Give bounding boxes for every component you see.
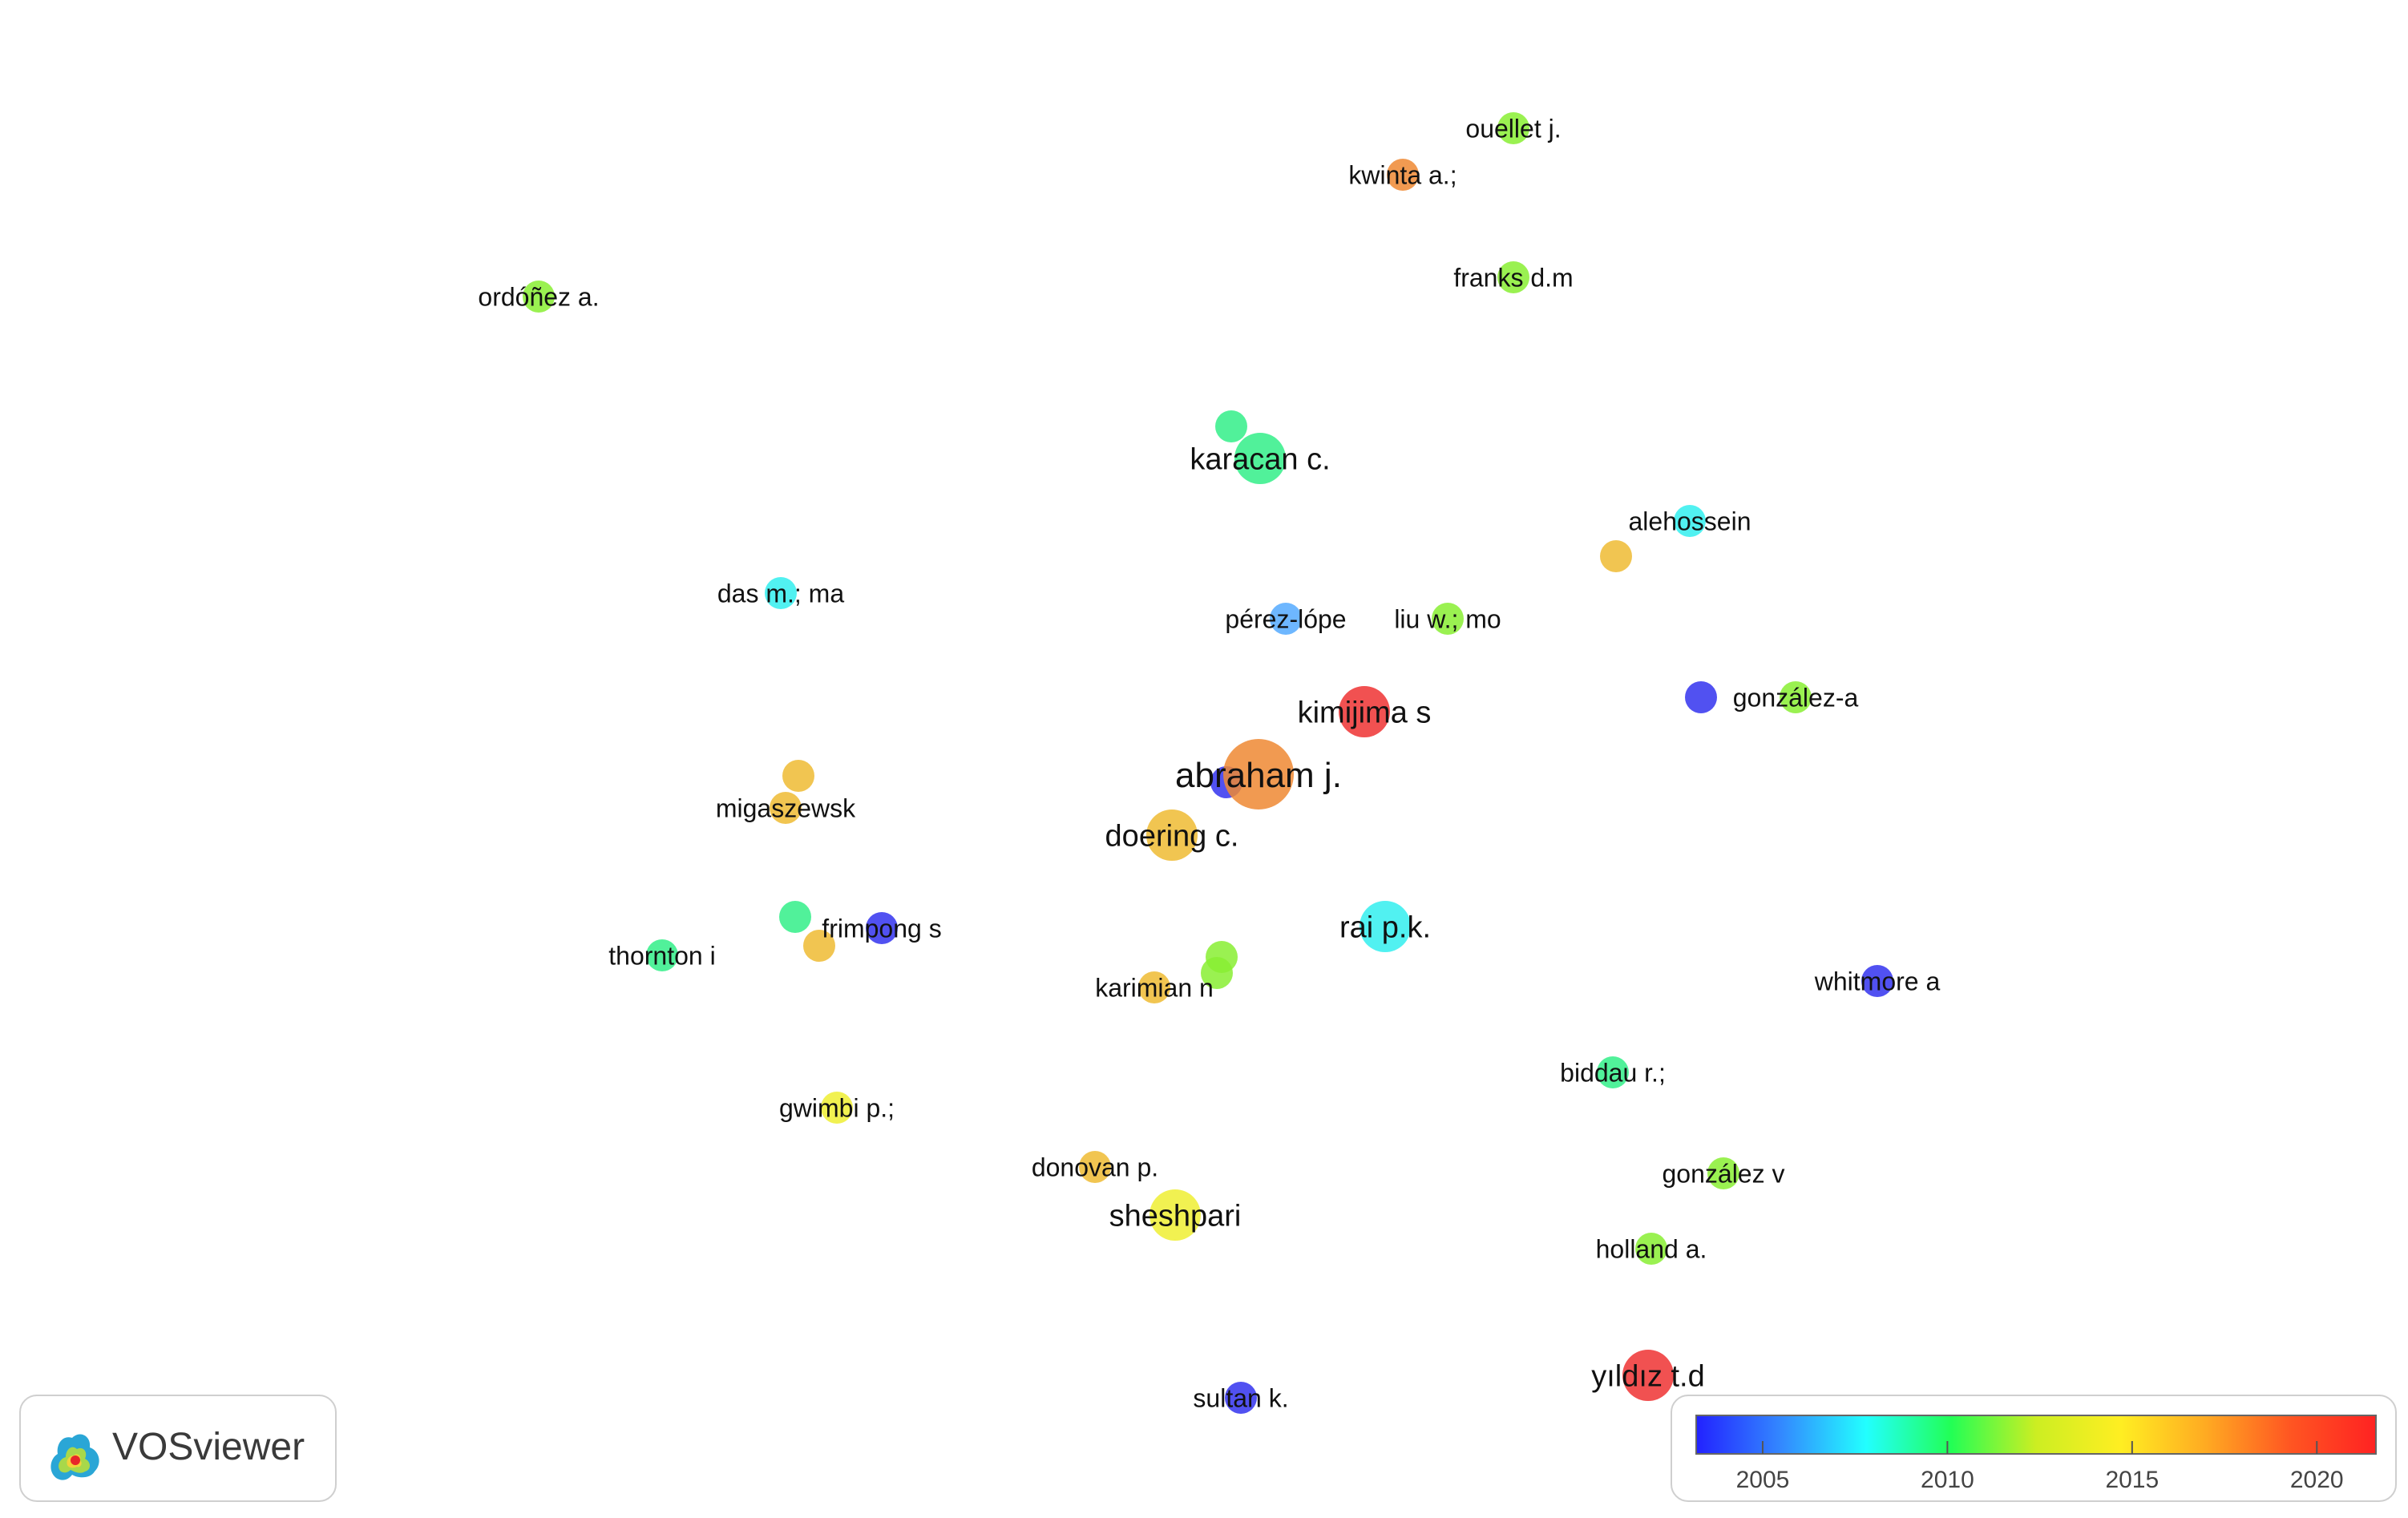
node-unl1[interactable] [1215,410,1247,442]
node-label-sultan[interactable]: sultan k. [1193,1384,1288,1413]
logo-text: VOSviewer [112,1426,305,1468]
legend-scale: 2005 2010 2015 2020 [1695,1415,2377,1493]
node-unl2[interactable] [1600,540,1632,572]
color-legend: 2005 2010 2015 2020 [1671,1395,2397,1502]
legend-tick-label-2015: 2015 [2105,1467,2159,1493]
node-label-doering[interactable]: doering c. [1105,820,1239,854]
node-label-frimpong[interactable]: frimpong s [822,914,941,943]
legend-tick-label-2020: 2020 [2290,1467,2344,1493]
node-unl3[interactable] [1685,681,1717,713]
node-label-liu[interactable]: liu w.; mo [1394,605,1501,634]
node-label-alehossein[interactable]: alehossein [1629,507,1751,536]
node-whitmore[interactable] [1861,965,1893,997]
node-frimpong[interactable] [866,912,898,944]
node-label-donovan[interactable]: donovan p. [1032,1153,1158,1182]
node-holland[interactable] [1635,1233,1667,1265]
node-alehossein[interactable] [1674,505,1706,537]
node-biddau[interactable] [1597,1056,1629,1088]
node-label-biddau[interactable]: biddau r.; [1560,1059,1666,1088]
node-label-thornton[interactable]: thornton i [608,942,715,971]
node-label-abraham[interactable]: abraham j. [1175,756,1342,795]
node-rai[interactable] [1360,901,1411,952]
node-unl4[interactable] [782,760,814,792]
node-label-karimian[interactable]: karimian n [1095,974,1214,1003]
node-label-ordonez[interactable]: ordóñez a. [478,283,599,312]
node-label-kimijima[interactable]: kimijima s [1298,696,1432,730]
vosviewer-logo-icon [51,1434,99,1480]
node-perez[interactable] [1270,603,1302,635]
node-label-yildiz[interactable]: yıldız t.d [1591,1360,1705,1394]
node-label-perez[interactable]: pérez-lópe [1225,605,1346,634]
node-label-gwimbi[interactable]: gwimbi p.; [779,1094,895,1123]
node-gonzalez-a[interactable] [1780,681,1812,713]
node-liu[interactable] [1432,603,1464,635]
node-gwimbi[interactable] [821,1092,853,1124]
node-kimijima[interactable] [1339,686,1390,737]
node-label-migaszewsk[interactable]: migaszewsk [716,794,856,823]
node-label-ouellet[interactable]: ouellet j. [1465,115,1561,143]
node-unl6[interactable] [779,901,811,933]
node-label-gonzalez-a[interactable]: gonzález-a [1733,684,1859,713]
node-ouellet[interactable] [1497,112,1529,144]
node-label-holland[interactable]: holland a. [1596,1235,1707,1264]
node-karacan[interactable] [1234,433,1286,484]
node-thornton[interactable] [646,939,678,971]
node-label-gonzalez-v[interactable]: gonzález v [1663,1160,1785,1189]
node-sultan[interactable] [1225,1382,1257,1414]
node-das[interactable] [765,577,797,609]
legend-tick-label-2010: 2010 [1921,1467,1974,1493]
node-label-sheshpari[interactable]: sheshpari [1109,1200,1242,1233]
nodes-layer [523,112,1893,1414]
node-label-kwinta[interactable]: kwinta a.; [1348,161,1457,190]
legend-tick-label-2005: 2005 [1736,1467,1790,1493]
node-label-whitmore[interactable]: whitmore a [1814,967,1941,996]
node-unl9[interactable] [1201,957,1233,989]
node-ordonez[interactable] [523,281,555,313]
node-donovan[interactable] [1079,1151,1111,1183]
node-label-franks[interactable]: franks d.m [1453,264,1573,293]
legend-gradient-bar [1695,1415,2377,1455]
node-migaszewsk[interactable] [770,792,802,824]
labels-layer: ouellet j. kwinta a.; franks d.m ordóñez a.… [478,115,1940,1413]
node-label-das[interactable]: das m.; ma [717,579,844,608]
vosviewer-logo: VOSviewer [19,1395,337,1502]
legend-ticks: 2005 2010 2015 2020 [1736,1441,2344,1493]
node-abraham[interactable] [1223,739,1294,809]
node-label-rai[interactable]: rai p.k. [1339,911,1431,945]
node-gonzalez-v[interactable] [1707,1157,1739,1189]
node-yildiz[interactable] [1622,1350,1674,1401]
node-kwinta[interactable] [1387,159,1419,191]
node-doering[interactable] [1146,809,1198,861]
node-sheshpari[interactable] [1149,1189,1201,1241]
node-karimian[interactable] [1138,971,1170,1003]
node-label-karacan[interactable]: karacan c. [1190,443,1330,477]
node-unl7[interactable] [803,930,835,962]
node-franks[interactable] [1497,261,1529,293]
